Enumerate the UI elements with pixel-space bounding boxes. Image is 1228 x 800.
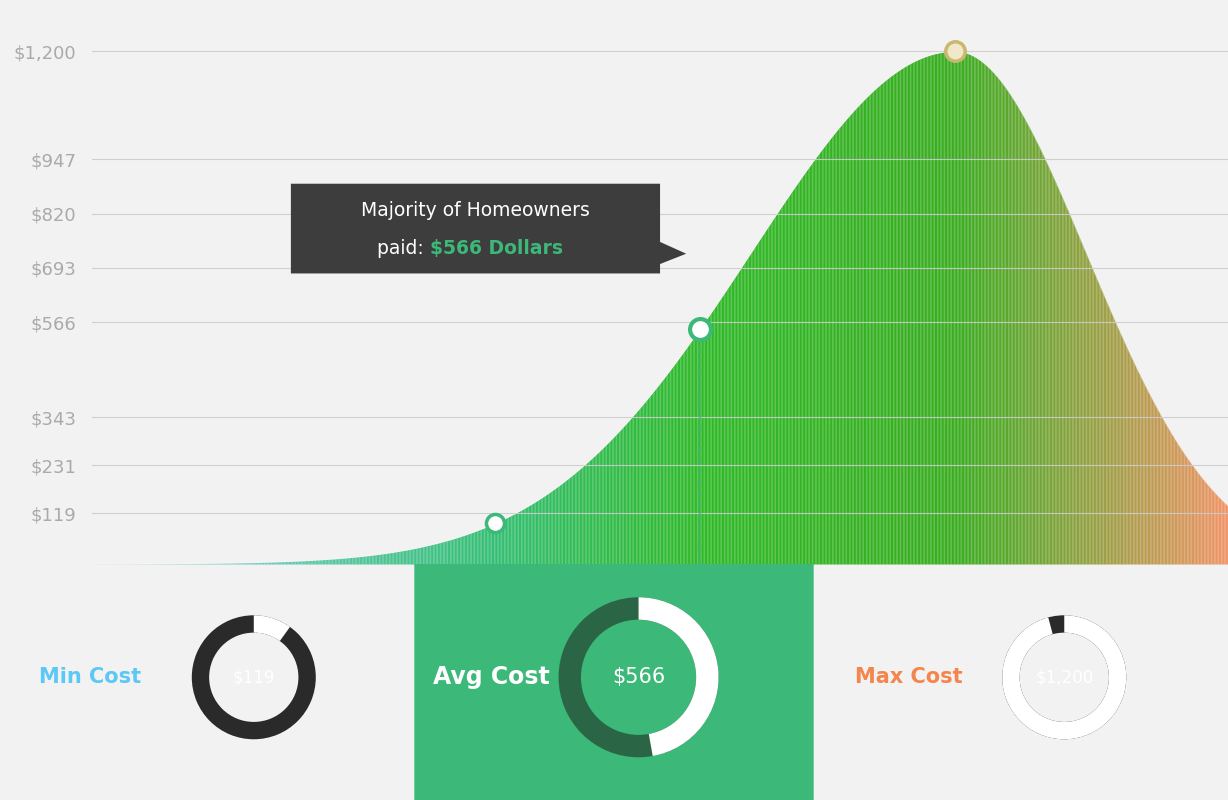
- Text: $119: $119: [232, 668, 275, 686]
- Text: Majority of Homeowners: Majority of Homeowners: [361, 201, 589, 220]
- Polygon shape: [655, 239, 686, 266]
- Text: $566 Dollars: $566 Dollars: [430, 239, 562, 258]
- Wedge shape: [192, 615, 316, 739]
- Wedge shape: [639, 598, 718, 756]
- Text: Avg Cost: Avg Cost: [432, 666, 550, 690]
- Wedge shape: [1002, 615, 1126, 739]
- Wedge shape: [559, 598, 718, 758]
- FancyBboxPatch shape: [414, 519, 814, 800]
- Wedge shape: [1002, 615, 1126, 739]
- Wedge shape: [254, 615, 290, 641]
- Text: Max Cost: Max Cost: [855, 667, 963, 687]
- FancyBboxPatch shape: [291, 184, 661, 274]
- Text: Min Cost: Min Cost: [39, 667, 141, 687]
- Text: paid:: paid:: [377, 239, 430, 258]
- Text: $566: $566: [612, 667, 666, 687]
- Text: $1,200: $1,200: [1035, 668, 1093, 686]
